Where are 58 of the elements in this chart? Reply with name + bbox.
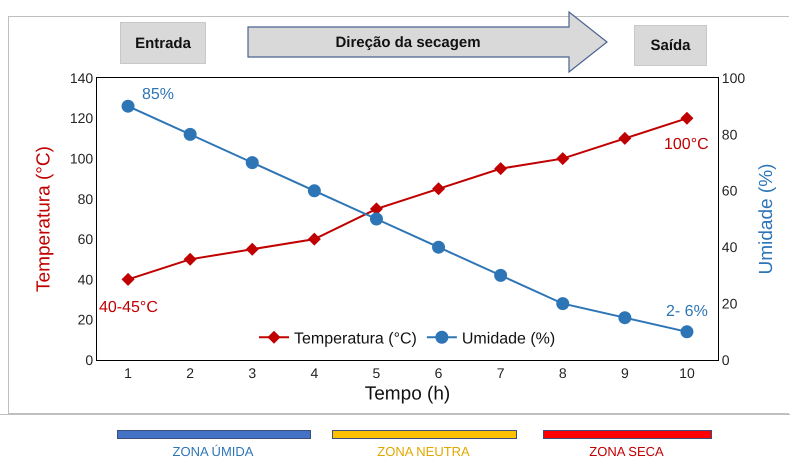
y-tick-label: 100 (70, 150, 94, 166)
x-tick-label: 1 (124, 364, 132, 381)
point (370, 212, 383, 226)
point (556, 152, 570, 166)
point (618, 311, 632, 324)
x-axis-title: Tempo (h) (364, 384, 450, 405)
text: ZONA SECA (588, 444, 665, 459)
label-box: Saída (634, 25, 707, 66)
y2-tick-label: 0 (722, 352, 730, 368)
y2-tick-label: 20 (722, 296, 738, 312)
annotation: 40-45°C (99, 299, 158, 316)
x-tick-label: 4 (310, 364, 318, 381)
point (432, 240, 446, 254)
point (122, 100, 135, 113)
x-tick-label: 2 (186, 364, 194, 381)
legend-label: Temperatura (°C) (294, 330, 417, 348)
point (246, 242, 259, 256)
text: ZONA ÚMIDA (172, 444, 254, 459)
y2-tick-label: 100 (722, 70, 746, 86)
x-tick-label: 6 (434, 364, 443, 381)
annotation: 85% (142, 86, 174, 103)
point (308, 184, 321, 198)
annotation: 2- 6% (666, 303, 708, 320)
point (494, 162, 508, 176)
y2-axis-title: Umidade (%) (756, 164, 778, 274)
point (184, 128, 197, 141)
x-tick-label: 5 (372, 364, 381, 381)
point (308, 232, 321, 246)
y2-tick-label: 40 (722, 239, 738, 256)
x-tick-label: 7 (496, 364, 505, 381)
y-axis-title: Temperatura (°C) (34, 146, 55, 292)
point (432, 182, 446, 196)
y-tick-label: 0 (85, 352, 94, 368)
y-tick-label: 40 (78, 271, 94, 288)
y-tick-label: 140 (70, 70, 94, 86)
annotation: 100°C (664, 136, 709, 153)
arrow-shape: Direção da secagem (247, 11, 609, 73)
point (618, 132, 632, 145)
y-tick-label: 120 (70, 110, 94, 126)
y2-tick-label: 60 (722, 182, 738, 199)
point (494, 268, 508, 282)
point (184, 252, 197, 266)
x-tick-label: 10 (679, 364, 695, 381)
y2-tick-label: 80 (722, 126, 738, 142)
y-tick-label: 20 (78, 312, 94, 328)
label-box: Entrada (120, 22, 206, 64)
x-tick-label: 9 (620, 364, 629, 381)
point (680, 112, 694, 125)
point (556, 297, 570, 310)
y-tick-label: 80 (78, 190, 94, 207)
point (246, 156, 259, 170)
point (680, 325, 694, 338)
y-tick-label: 60 (78, 231, 94, 248)
point (122, 272, 135, 286)
legend-label: Umidade (%) (462, 330, 556, 348)
text: ZONA NEUTRA (376, 444, 471, 459)
x-tick-label: 3 (248, 364, 256, 381)
x-tick-label: 8 (558, 364, 567, 381)
